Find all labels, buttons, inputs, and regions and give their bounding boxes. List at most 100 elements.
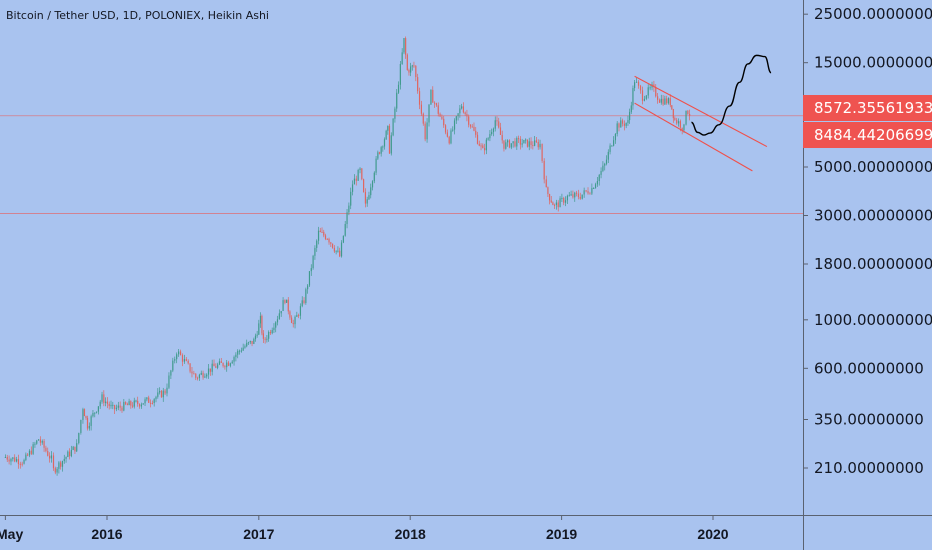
candle-body: [301, 300, 303, 307]
candle-body: [408, 70, 410, 73]
candle-body: [286, 299, 288, 303]
candle-body: [296, 315, 298, 317]
candle-body: [439, 113, 441, 117]
candle-body: [278, 313, 280, 320]
candle-body: [555, 202, 557, 205]
candle-body: [539, 143, 541, 148]
candle-body: [674, 118, 676, 120]
candle-body: [215, 366, 217, 368]
candle-body: [128, 401, 130, 406]
candle-body: [487, 138, 489, 140]
channel-trend-line[interactable]: [634, 75, 768, 148]
candle-body: [390, 135, 392, 154]
candle-body: [346, 212, 348, 225]
candle-body: [519, 138, 521, 145]
candle-body: [452, 129, 454, 131]
candle-body: [385, 130, 387, 140]
candle-body: [224, 366, 226, 368]
candle-body: [312, 255, 314, 269]
candle-body: [525, 139, 527, 141]
candle-body: [50, 455, 53, 459]
candle-body: [462, 106, 465, 113]
candle-body: [37, 439, 40, 441]
candle-body: [363, 179, 365, 193]
candle-body: [292, 323, 294, 325]
candle-body: [14, 457, 16, 462]
candle-body: [17, 459, 20, 465]
candle-body: [552, 202, 554, 206]
candle-body: [58, 462, 60, 469]
candle-body: [541, 143, 543, 161]
candle-body: [361, 168, 363, 180]
candle-body: [564, 200, 567, 203]
candle-body: [247, 342, 250, 344]
candle-body: [117, 405, 119, 408]
candle-body: [121, 407, 123, 411]
candle-body: [222, 362, 224, 367]
candle-body: [148, 397, 150, 403]
candle-body: [348, 205, 350, 213]
candle-body: [123, 402, 125, 411]
time-tick-label: May: [0, 526, 23, 542]
candle-body: [589, 193, 591, 195]
time-tick-label: 2016: [91, 526, 122, 542]
candle-body: [103, 394, 105, 403]
candle-body: [70, 449, 72, 457]
candle-body: [317, 230, 320, 241]
price-tick-label: 1000.00000000: [814, 311, 932, 329]
candle-body: [685, 110, 687, 125]
candle-body: [28, 450, 31, 456]
candle-body: [326, 238, 328, 240]
candle-body: [144, 399, 146, 404]
candle-body: [507, 140, 509, 143]
candle-body: [639, 85, 642, 91]
candle-body: [314, 247, 316, 256]
candle-body: [530, 141, 532, 145]
candle-body: [264, 338, 266, 340]
candle-body: [316, 240, 318, 248]
candle-body: [418, 91, 421, 105]
candle-body: [492, 128, 495, 133]
candle-body: [508, 140, 511, 148]
candle-body: [69, 451, 71, 457]
candle-body: [368, 195, 370, 200]
candle-body: [459, 108, 461, 114]
candle-body: [583, 190, 585, 195]
candle-body: [602, 165, 604, 171]
candle-body: [176, 354, 178, 360]
candle-body: [480, 145, 482, 147]
candle-body: [237, 350, 239, 355]
candle-body: [119, 405, 121, 408]
candle-body: [591, 187, 593, 194]
candle-body: [101, 394, 103, 402]
candle-body: [106, 401, 109, 404]
candle-body: [498, 121, 500, 128]
price-tag[interactable]: 8572.35561933: [803, 95, 932, 121]
candle-body: [339, 250, 341, 257]
candle-body: [568, 195, 570, 197]
candle-body: [499, 127, 502, 135]
candle-body: [618, 123, 620, 128]
candle-body: [183, 359, 185, 362]
candle-body: [535, 140, 538, 143]
candle-body: [261, 315, 263, 334]
candle-body: [570, 194, 572, 196]
candle-body: [647, 87, 649, 96]
price-tag[interactable]: 8484.44206699: [803, 122, 932, 148]
candle-body: [115, 407, 118, 410]
candle-body: [491, 132, 493, 135]
candle-body: [593, 187, 595, 189]
candle-body: [426, 122, 428, 140]
candle-body: [375, 158, 377, 173]
candle-body: [405, 38, 407, 55]
candle-body: [21, 463, 23, 465]
channel-trend-line[interactable]: [634, 102, 753, 172]
candle-body: [290, 317, 293, 324]
projection-curve[interactable]: [691, 54, 772, 136]
candle-body: [259, 315, 262, 324]
candle-body: [246, 342, 248, 347]
candle-body: [441, 116, 443, 119]
candle-body: [289, 311, 291, 318]
